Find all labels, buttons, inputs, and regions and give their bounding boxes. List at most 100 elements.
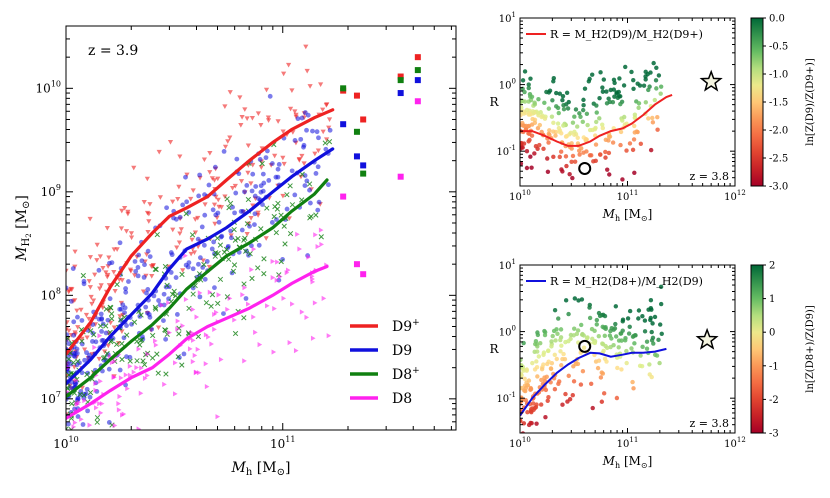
scatter-point-d9plus	[201, 157, 208, 163]
y-tick-label: 109	[41, 183, 61, 199]
scatter-point-d9plus	[167, 140, 174, 145]
scatter-point-colored	[570, 153, 576, 159]
scatter-point-d8	[190, 306, 196, 313]
scatter-point-colored	[618, 101, 623, 107]
scatter-point-d8plus	[235, 235, 241, 242]
scatter-point-colored	[606, 138, 611, 143]
scatter-point-d8	[72, 420, 78, 426]
scatter-point-colored	[615, 365, 620, 371]
scatter-point-d9plus	[156, 149, 162, 155]
scatter-point-d8plus	[287, 230, 294, 237]
massive-halo-square	[353, 128, 360, 135]
scatter-point-d8	[127, 363, 133, 369]
scatter-point-d9	[66, 332, 70, 338]
scatter-point-d8plus	[241, 315, 247, 321]
scatter-point-d9	[239, 227, 245, 233]
scatter-point-colored	[555, 121, 561, 126]
scatter-point-colored	[600, 122, 605, 127]
scatter-point-colored	[638, 141, 644, 146]
scatter-point-colored	[583, 136, 589, 142]
scatter-point-d8plus	[281, 223, 287, 229]
scatter-point-colored	[648, 306, 654, 311]
scatter-point-d9	[232, 210, 237, 216]
scatter-point-d8plus	[149, 355, 156, 361]
scatter-point-colored	[546, 140, 551, 145]
scatter-point-d8	[310, 276, 315, 282]
scatter-point-colored	[627, 141, 633, 146]
scatter-point-d8	[142, 375, 148, 382]
scatter-point-d8plus	[81, 392, 87, 398]
scatter-point-colored	[595, 365, 601, 371]
scatter-point-d9	[141, 274, 147, 280]
massive-halo-square	[414, 54, 421, 61]
scatter-point-colored	[632, 341, 637, 346]
colorbar	[750, 17, 764, 187]
scatter-point-d9	[161, 302, 167, 308]
scatter-point-colored	[557, 91, 563, 96]
scatter-point-d8	[145, 372, 150, 379]
scatter-point-d9	[75, 395, 81, 401]
x-tick-label: 1011	[617, 436, 639, 450]
scatter-point-colored	[565, 399, 570, 404]
scatter-point-d9plus	[87, 216, 93, 222]
scatter-point-d8	[112, 422, 118, 429]
scatter-point-colored	[545, 398, 550, 403]
scatter-point-d8	[97, 401, 102, 407]
scatter-point-colored	[537, 122, 543, 128]
scatter-point-d8	[326, 333, 332, 339]
scatter-point-d9plus	[86, 279, 92, 284]
scatter-point-d8	[290, 301, 295, 307]
massive-halo-square	[353, 153, 360, 160]
scatter-point-colored	[579, 146, 584, 151]
scatter-point-colored	[551, 129, 556, 134]
scatter-point-d9	[181, 351, 187, 357]
scatter-point-colored	[522, 89, 527, 95]
scatter-point-colored	[550, 333, 555, 339]
scatter-point-d9	[295, 116, 301, 122]
scatter-point-d9plus	[128, 269, 134, 274]
scatter-point-d9plus	[87, 285, 93, 290]
scatter-point-colored	[542, 100, 547, 106]
scatter-point-colored	[654, 86, 659, 91]
x-axis-label: Mh [M⊙]	[602, 207, 653, 223]
scatter-point-d9	[186, 260, 192, 266]
scatter-point-d9plus	[191, 250, 198, 256]
scatter-point-d9	[98, 311, 104, 317]
scatter-point-d9plus	[245, 143, 251, 149]
massive-halo-square	[397, 173, 404, 180]
scatter-point-colored	[624, 360, 629, 366]
scatter-point-d8	[68, 452, 73, 457]
scatter-point-d8	[245, 301, 251, 307]
scatter-point-d8	[203, 332, 209, 338]
scatter-point-colored	[620, 317, 626, 322]
scatter-point-d8plus	[232, 237, 238, 243]
scatter-point-d8plus	[186, 305, 192, 312]
scatter-point-colored	[524, 165, 530, 171]
scatter-point-d9plus	[280, 155, 286, 161]
scatter-point-d8plus	[103, 323, 109, 329]
scatter-point-d9	[263, 155, 269, 161]
scatter-point-d8plus	[231, 262, 238, 268]
scatter-point-colored	[561, 107, 567, 112]
scatter-point-d8plus	[221, 249, 228, 255]
scatter-point-d8	[207, 289, 213, 295]
scatter-point-colored	[624, 148, 629, 153]
scatter-point-d8	[293, 348, 299, 354]
scatter-point-d9plus	[114, 247, 120, 252]
scatter-point-colored	[538, 340, 543, 346]
scatter-point-d8plus	[230, 268, 237, 274]
scatter-point-colored	[632, 123, 637, 129]
median-line-d8	[66, 264, 329, 420]
scatter-point-colored	[571, 364, 576, 369]
scatter-point-colored	[643, 77, 648, 82]
scatter-point-d9plus	[131, 165, 137, 171]
scatter-point-colored	[536, 97, 541, 102]
scatter-point-d8	[143, 435, 148, 440]
legend-label: D9+	[392, 318, 420, 335]
scatter-point-d8	[285, 267, 291, 273]
scatter-point-d8plus	[284, 192, 290, 198]
scatter-point-d8	[134, 364, 140, 371]
scatter-point-colored	[584, 336, 590, 341]
scatter-point-d8plus	[138, 312, 144, 318]
scatter-point-colored	[603, 149, 608, 155]
